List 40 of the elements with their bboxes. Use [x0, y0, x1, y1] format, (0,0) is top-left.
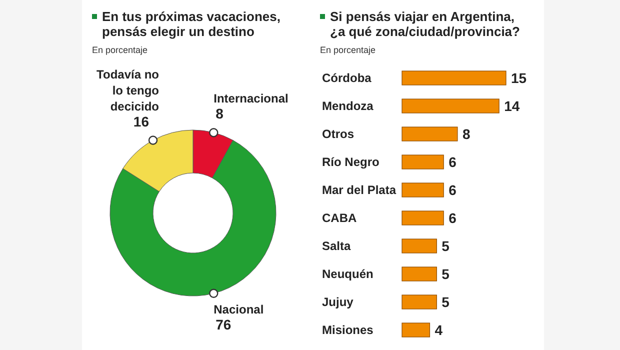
bar — [402, 322, 430, 338]
bar — [402, 182, 444, 198]
data-label: 14 — [504, 98, 520, 114]
bar — [402, 154, 444, 170]
data-label: 5 — [442, 266, 450, 282]
data-label: 6 — [448, 210, 457, 226]
y-tick-label: Córdoba — [322, 71, 372, 85]
data-label: 5 — [442, 294, 450, 310]
bar — [402, 98, 500, 114]
y-tick-label: Misiones — [322, 323, 374, 337]
chart-title: Si pensás viajar en Argentina, ¿a qué zona/ciudad/provincia? — [330, 9, 520, 39]
data-label: 8 — [462, 126, 470, 142]
y-tick-label: CABA — [322, 211, 357, 225]
data-label: 6 — [448, 182, 457, 198]
slice-label: Todavía no lo tengo decicido — [96, 67, 160, 114]
data-label: 8 — [216, 106, 224, 122]
chart-subtitle: En porcentaje — [320, 45, 376, 55]
y-tick-label: Mendoza — [322, 99, 374, 113]
slice-label: Nacional — [214, 302, 264, 316]
data-label: 6 — [448, 154, 457, 170]
chart-title: En tus próximas vacaciones, pensás elegir un destino — [102, 9, 280, 39]
y-tick-label: Jujuy — [322, 295, 354, 309]
data-label: 76 — [216, 316, 232, 332]
bar — [402, 210, 444, 226]
bar — [402, 294, 437, 310]
bar — [402, 126, 458, 142]
y-tick-label: Salta — [322, 239, 352, 253]
data-label: 16 — [133, 113, 150, 130]
bar — [402, 238, 437, 254]
bar — [402, 70, 506, 86]
bar — [402, 266, 437, 282]
slice-label: Internacional — [214, 92, 288, 106]
y-tick-label: Mar del Plata — [322, 183, 396, 197]
y-tick-label: Neuquén — [322, 267, 374, 281]
data-label: 4 — [434, 322, 443, 338]
chart-subtitle: En porcentaje — [92, 45, 148, 55]
data-label: 15 — [511, 70, 527, 86]
data-label: 5 — [442, 238, 450, 254]
y-tick-label: Río Negro — [322, 155, 380, 169]
y-tick-label: Otros — [322, 127, 354, 141]
